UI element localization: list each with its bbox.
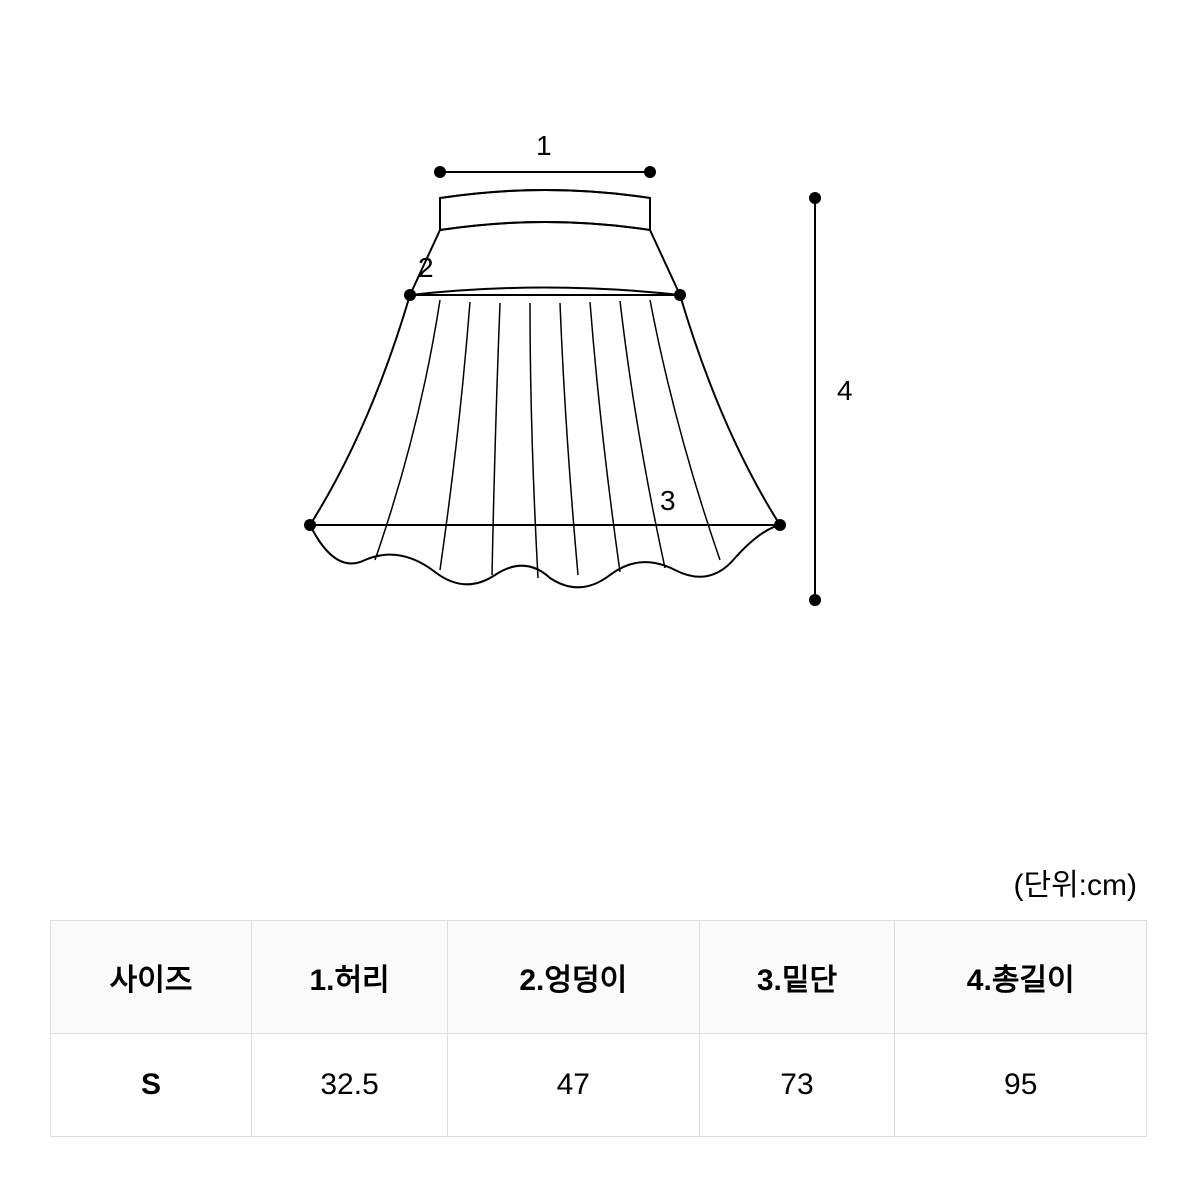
- dimension-label-4: 4: [837, 375, 853, 407]
- col-hip: 2.엉덩이: [448, 921, 700, 1034]
- col-waist: 1.허리: [252, 921, 448, 1034]
- cell-hip: 47: [448, 1034, 700, 1137]
- dimension-label-2: 2: [418, 252, 434, 284]
- table-header-row: 사이즈 1.허리 2.엉덩이 3.밑단 4.총길이: [51, 921, 1147, 1034]
- cell-size: S: [51, 1034, 252, 1137]
- cell-hem: 73: [699, 1034, 895, 1137]
- cell-length: 95: [895, 1034, 1147, 1137]
- skirt-diagram: 1 2 3 4: [280, 130, 840, 650]
- col-size: 사이즈: [51, 921, 252, 1034]
- dimension-label-3: 3: [660, 485, 676, 517]
- col-length: 4.총길이: [895, 921, 1147, 1034]
- dimension-label-1: 1: [536, 130, 552, 162]
- table-row: S 32.5 47 73 95: [51, 1034, 1147, 1137]
- size-table: 사이즈 1.허리 2.엉덩이 3.밑단 4.총길이 S 32.5 47 73 9…: [50, 920, 1147, 1137]
- col-hem: 3.밑단: [699, 921, 895, 1034]
- unit-label: (단위:cm): [1013, 860, 1137, 904]
- cell-waist: 32.5: [252, 1034, 448, 1137]
